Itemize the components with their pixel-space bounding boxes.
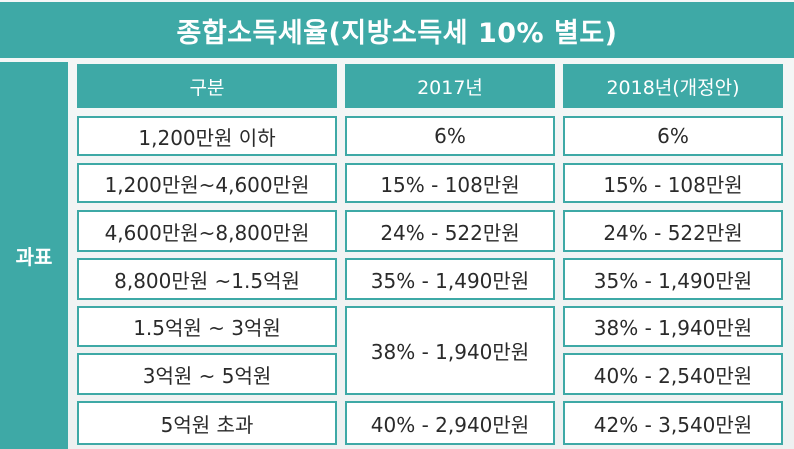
title-bar: 종합소득세율(지방소득세 10% 별도) [0,2,794,58]
table-cell-rate-2018: 6% [563,116,783,156]
table-cell-rate-2018: 24% - 522만원 [563,210,783,252]
table-cell-bracket: 5억원 초과 [77,401,337,445]
column-header-category: 구분 [77,64,337,108]
table-cell-rate-2018: 40% - 2,540만원 [563,353,783,395]
table-cell-bracket: 3억원 ~ 5억원 [77,353,337,395]
table-cell-bracket: 1,200만원 이하 [77,116,337,156]
table-cell-bracket: 4,600만원~8,800만원 [77,210,337,252]
table-cell-rate-2018: 15% - 108만원 [563,163,783,203]
table-cell-bracket: 8,800만원 ~1.5억원 [77,258,337,300]
table-cell-bracket: 1.5억원 ~ 3억원 [77,306,337,347]
side-label-tax-base: 과표 [0,62,68,449]
table-cell-rate-2017: 6% [345,116,555,156]
table-cell-rate-2018: 35% - 1,490만원 [563,258,783,300]
table-cell-rate-2017: 15% - 108만원 [345,163,555,203]
table-cell-rate-2017: 35% - 1,490만원 [345,258,555,300]
table-cell-bracket: 1,200만원~4,600만원 [77,163,337,203]
column-header-2017: 2017년 [345,64,555,108]
table-cell-rate-2017-merged: 38% - 1,940만원 [345,306,555,395]
table-cell-rate-2018: 38% - 1,940만원 [563,306,783,347]
column-header-2018: 2018년(개정안) [563,64,783,108]
table-cell-rate-2017: 24% - 522만원 [345,210,555,252]
table-title: 종합소득세율(지방소득세 10% 별도) [176,17,618,49]
table-cell-rate-2017: 40% - 2,940만원 [345,401,555,445]
table-cell-rate-2018: 42% - 3,540만원 [563,401,783,445]
